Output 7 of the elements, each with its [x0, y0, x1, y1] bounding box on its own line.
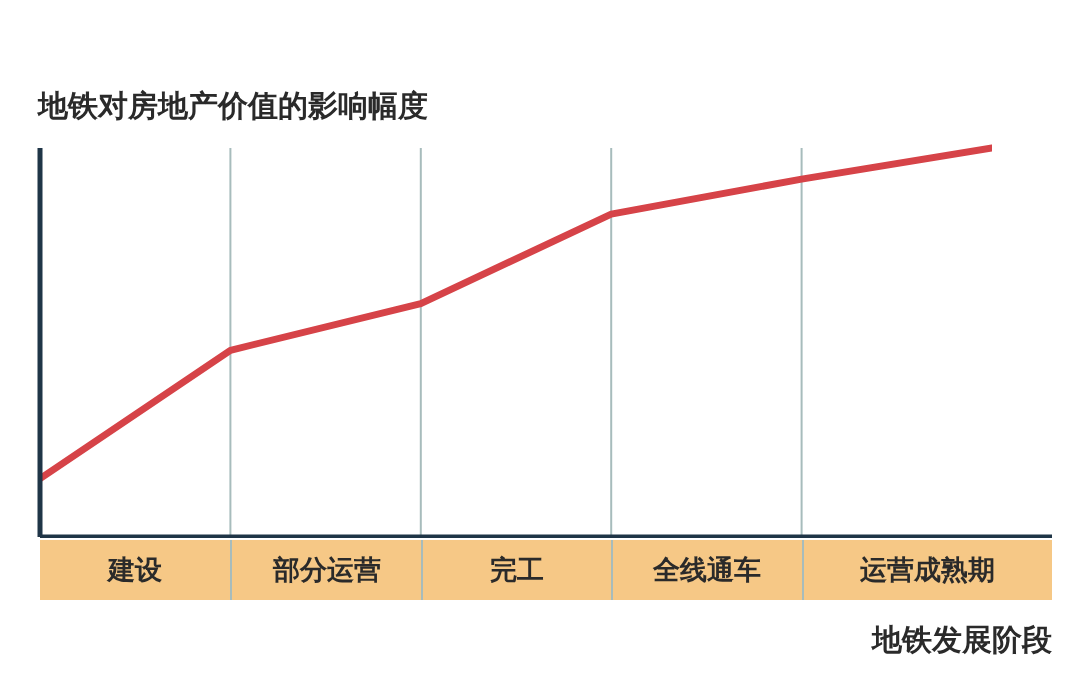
text: 运营成熟期 [801, 540, 1052, 600]
text: 部分运营 [230, 540, 421, 600]
text: 完工 [420, 540, 612, 600]
chart-title: 地铁对房地产价值的影响幅度 [38, 87, 428, 125]
text: 建设 [40, 540, 231, 600]
text: 全线通车 [611, 540, 802, 600]
x-axis-title: 地铁发展阶段 [872, 621, 1052, 659]
